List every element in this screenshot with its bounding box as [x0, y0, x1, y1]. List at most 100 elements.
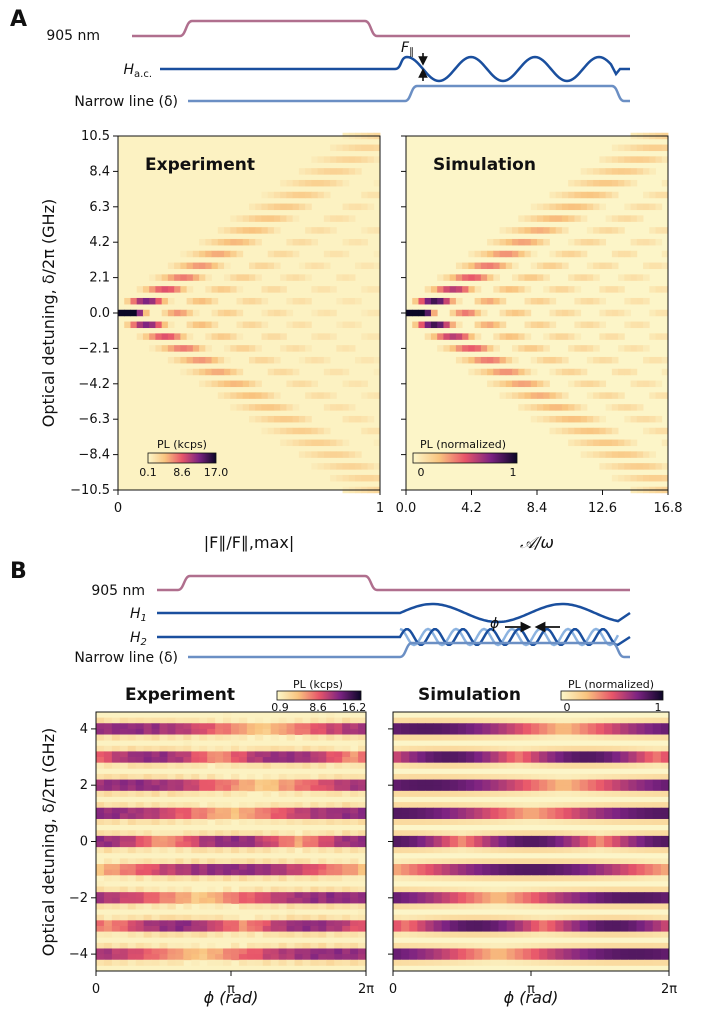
heatmap-cell — [482, 813, 491, 820]
heatmap-cell — [355, 415, 362, 423]
heatmap-cell — [493, 345, 500, 352]
heatmap-cell — [135, 807, 145, 814]
heatmap-cell — [191, 723, 200, 730]
heatmap-cell — [249, 274, 256, 281]
heatmap-cell — [280, 368, 287, 376]
heatmap-cell — [183, 802, 192, 809]
heatmap-cell — [655, 156, 663, 163]
heatmap-cell — [393, 892, 402, 899]
heatmap-cell — [628, 897, 637, 904]
heatmap-cell — [143, 745, 152, 752]
heatmap-cell — [334, 728, 343, 735]
heatmap-cell — [294, 931, 303, 938]
heatmap-cell — [350, 802, 359, 809]
heatmap-cell — [373, 368, 381, 376]
heatmap-cell — [159, 790, 168, 797]
heatmap-cell — [539, 751, 548, 758]
heatmap-cell — [151, 830, 160, 837]
heatmap-cell — [636, 238, 644, 246]
heatmap-cell — [599, 439, 607, 447]
heatmap-cell — [455, 274, 463, 281]
heatmap-cell — [330, 451, 337, 458]
heatmap-cell — [506, 757, 516, 764]
heatmap-cell — [159, 869, 168, 876]
heatmap-cell — [143, 847, 152, 854]
laser-pulse-trace-b — [157, 574, 630, 592]
heatmap-cell — [286, 925, 295, 932]
heatmap-cell — [267, 262, 275, 270]
heatmap-cell — [487, 368, 494, 376]
heatmap-cell — [318, 723, 327, 730]
heatmap-cell — [468, 250, 476, 258]
x-tick-label: 0 — [114, 501, 122, 516]
heatmap-cell — [246, 745, 256, 752]
heatmap-cell — [425, 875, 434, 882]
heatmap-cell — [175, 751, 184, 758]
heatmap-cell — [111, 734, 121, 741]
heatmap-cell — [539, 875, 548, 882]
heatmap-cell — [595, 920, 605, 927]
heatmap-cell — [255, 297, 262, 305]
heatmap-cell — [514, 869, 524, 876]
heatmap-cell — [466, 818, 475, 826]
heatmap-cell — [310, 802, 319, 809]
heatmap-cell — [417, 942, 426, 949]
heatmap-cell — [449, 813, 459, 820]
heatmap-cell — [310, 712, 319, 719]
heatmap-cell — [317, 191, 325, 199]
heatmap-cell — [180, 250, 188, 258]
heatmap-cell — [119, 785, 129, 792]
heatmap-cell — [660, 959, 670, 966]
heatmap-cell — [238, 734, 248, 741]
heatmap-cell — [612, 942, 621, 949]
heatmap-cell — [249, 297, 256, 305]
heatmap-cell — [457, 942, 467, 949]
heatmap-cell — [255, 380, 262, 388]
heatmap-cell — [506, 841, 516, 848]
heatmap-cell — [409, 959, 418, 966]
heatmap-cell — [191, 914, 200, 921]
heatmap-cell — [660, 779, 670, 786]
heatmap-cell — [506, 931, 516, 938]
heatmap-cell — [587, 841, 597, 848]
heatmap-cell — [482, 903, 491, 910]
heatmap-cell — [310, 717, 319, 724]
heatmap-cell — [238, 813, 248, 820]
heatmap-cell — [466, 773, 475, 780]
heatmap-cell — [318, 931, 327, 938]
heatmap-cell — [238, 886, 248, 893]
heatmap-cell — [262, 779, 272, 786]
heatmap-cell — [539, 892, 548, 899]
heatmap-cell — [167, 858, 176, 865]
heatmap-cell — [127, 841, 137, 848]
heatmap-cell — [604, 785, 613, 792]
heatmap-cell — [373, 392, 381, 399]
heatmap-cell — [498, 858, 508, 865]
heatmap-cell — [135, 858, 145, 865]
heatmap-cell — [441, 790, 451, 797]
heatmap-cell — [127, 818, 137, 826]
heatmap-cell — [167, 897, 176, 904]
heatmap-cell — [143, 779, 152, 786]
heatmap-cell — [393, 785, 402, 792]
heatmap-cell — [537, 262, 544, 270]
heatmap-cell — [474, 830, 483, 837]
heatmap-cell — [286, 404, 294, 411]
heatmap-cell — [499, 392, 507, 399]
heatmap-cell — [449, 925, 459, 932]
heatmap-cell — [231, 897, 240, 904]
heatmap-cell — [151, 864, 160, 871]
heatmap-cell — [661, 309, 669, 317]
heatmap-cell — [537, 274, 544, 281]
heatmap-cell — [167, 779, 176, 786]
heatmap-cell — [286, 368, 294, 376]
heatmap-cell — [604, 745, 613, 752]
heatmap-cell — [425, 728, 434, 735]
heatmap-cell — [433, 869, 443, 876]
colorbar-a-exp-tick-2: 17.0 — [204, 466, 229, 479]
heatmap-cell — [506, 948, 516, 955]
heatmap-cell — [231, 948, 240, 955]
heatmap-cell — [262, 931, 272, 938]
heatmap-cell — [238, 745, 248, 752]
heatmap-cell — [393, 762, 402, 769]
